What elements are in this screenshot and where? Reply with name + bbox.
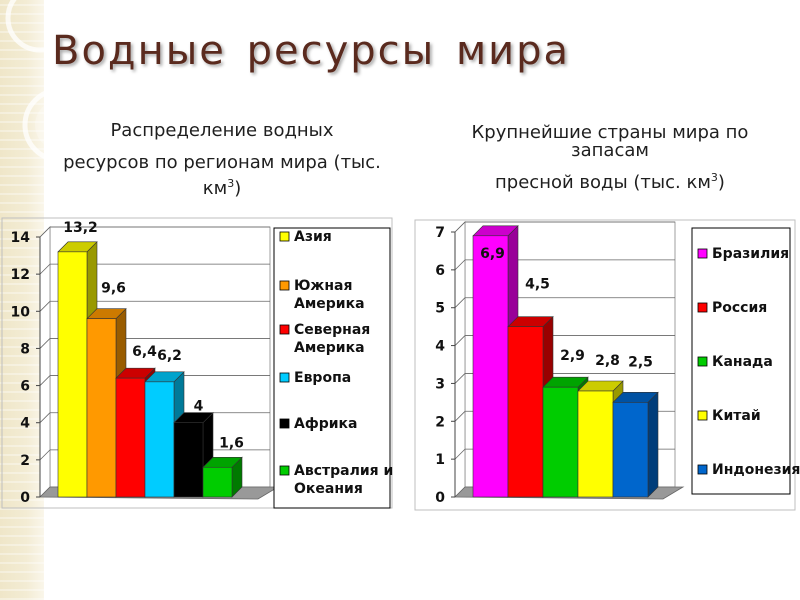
right-legend-label: Россия xyxy=(712,300,767,316)
right-y-tick-label: 7 xyxy=(435,225,445,241)
left-y-tick-label: 10 xyxy=(11,304,31,320)
left-y-tick-label: 4 xyxy=(20,416,30,432)
left-legend-label: Африка xyxy=(294,416,358,432)
right-gridline-side xyxy=(454,411,466,422)
left-y-tick-label: 2 xyxy=(20,453,30,469)
decorative-circles xyxy=(5,0,98,163)
left-legend-swatch xyxy=(279,280,290,291)
left-legend-label: Европа xyxy=(294,370,351,386)
left-legend-box xyxy=(273,227,391,509)
left-bar xyxy=(173,422,204,498)
left-legend-label: Океания xyxy=(294,481,363,497)
right-data-label: 4,5 xyxy=(525,277,550,293)
left-chart-frame xyxy=(1,217,393,509)
right-data-label: 6,9 xyxy=(480,246,505,262)
right-legend-label: Китай xyxy=(712,408,761,424)
right-bar xyxy=(472,235,509,498)
left-subtitle-unit: км xyxy=(202,178,228,199)
right-data-label: 2,5 xyxy=(628,354,653,370)
right-gridline-side xyxy=(454,335,466,346)
left-legend-swatch xyxy=(279,324,290,335)
left-subtitle-sup: 3 xyxy=(227,177,235,190)
right-data-label: 2,8 xyxy=(595,353,620,369)
left-data-label: 9,6 xyxy=(101,281,126,297)
right-legend-swatch xyxy=(697,410,708,421)
left-data-label: 13,2 xyxy=(63,220,98,236)
left-gridline-side xyxy=(39,263,51,275)
right-legend-swatch xyxy=(697,464,708,475)
right-y-tick-label: 6 xyxy=(435,263,445,279)
right-y-tick-label: 5 xyxy=(435,301,445,317)
right-bar xyxy=(542,386,579,498)
left-legend-label: Америка xyxy=(294,340,365,356)
right-legend-label: Бразилия xyxy=(712,246,789,262)
right-legend-swatch xyxy=(697,356,708,367)
right-gridline-side xyxy=(454,259,466,271)
right-chart-subtitle: Крупнейшие страны мира по запасам пресно… xyxy=(430,124,790,192)
left-data-label: 1,6 xyxy=(219,435,244,451)
left-y-tick-label: 12 xyxy=(11,267,30,283)
left-legend-label: Южная xyxy=(294,278,352,294)
left-gridline-side xyxy=(39,301,51,312)
page-title: Водные ресурсы мира xyxy=(52,28,571,74)
right-subtitle-line-3: пресной воды (тыс. км3) xyxy=(430,172,790,192)
left-gridline-side xyxy=(39,375,51,386)
left-gridline-side xyxy=(39,412,51,423)
left-bar xyxy=(144,381,175,498)
left-legend-swatch xyxy=(279,418,290,429)
left-subtitle-line-2: ресурсов по регионам мира (тыс. xyxy=(63,152,381,173)
right-gridline-side xyxy=(454,221,466,233)
right-legend-label: Канада xyxy=(712,354,773,370)
right-subtitle-unit: пресной воды (тыс. км xyxy=(495,172,711,193)
right-legend-swatch xyxy=(697,302,708,313)
left-legend-swatch xyxy=(279,231,290,242)
right-chart-frame xyxy=(414,219,796,511)
right-legend-box xyxy=(691,227,791,495)
right-bar xyxy=(577,390,614,498)
left-subtitle-close: ) xyxy=(234,178,242,199)
left-legend-swatch xyxy=(279,465,290,476)
left-bar xyxy=(202,466,233,498)
left-gridline-side xyxy=(39,449,51,461)
right-side-wall xyxy=(454,221,466,498)
left-legend-label: Америка xyxy=(294,296,365,312)
right-legend-swatch xyxy=(697,248,708,259)
left-legend-swatch xyxy=(279,372,290,383)
right-y-tick-label: 3 xyxy=(435,376,445,392)
left-chart-subtitle: Распределение водных ресурсов по региона… xyxy=(22,122,422,198)
right-y-tick-label: 2 xyxy=(435,414,445,430)
left-legend-label: Азия xyxy=(294,229,332,245)
right-gridline-side xyxy=(454,297,466,308)
right-subtitle-sup: 3 xyxy=(710,171,718,184)
right-legend-label: Индонезия xyxy=(712,462,800,478)
left-subtitle-line-1: Распределение водных xyxy=(110,120,334,141)
right-y-tick-label: 0 xyxy=(435,490,445,506)
right-bar-side xyxy=(647,391,659,498)
right-subtitle-line-1: Крупнейшие страны мира по xyxy=(471,122,749,143)
left-y-tick-label: 14 xyxy=(11,230,31,246)
left-gridline-side xyxy=(39,226,51,238)
left-bar xyxy=(57,251,88,498)
left-gridline-side xyxy=(39,338,51,349)
left-y-tick-label: 0 xyxy=(20,490,30,506)
right-bar xyxy=(507,326,544,498)
right-subtitle-line-2: запасам xyxy=(571,140,649,161)
right-gridline-side xyxy=(454,373,466,384)
left-y-tick-label: 6 xyxy=(20,379,30,395)
right-y-tick-label: 4 xyxy=(435,339,445,355)
left-data-label: 4 xyxy=(194,399,204,415)
right-y-tick-label: 1 xyxy=(435,452,445,468)
right-data-label: 2,9 xyxy=(560,348,585,364)
left-data-label: 6,4 xyxy=(132,344,157,360)
right-gridline-side xyxy=(454,448,466,460)
left-y-tick-label: 8 xyxy=(20,341,30,357)
left-legend-label: Северная xyxy=(294,322,370,338)
left-legend-label: Австралия и xyxy=(294,463,393,479)
left-subtitle-line-3: км3) xyxy=(22,178,422,198)
right-subtitle-close: ) xyxy=(717,172,725,193)
left-data-label: 6,2 xyxy=(157,348,182,364)
right-bar xyxy=(612,402,649,498)
